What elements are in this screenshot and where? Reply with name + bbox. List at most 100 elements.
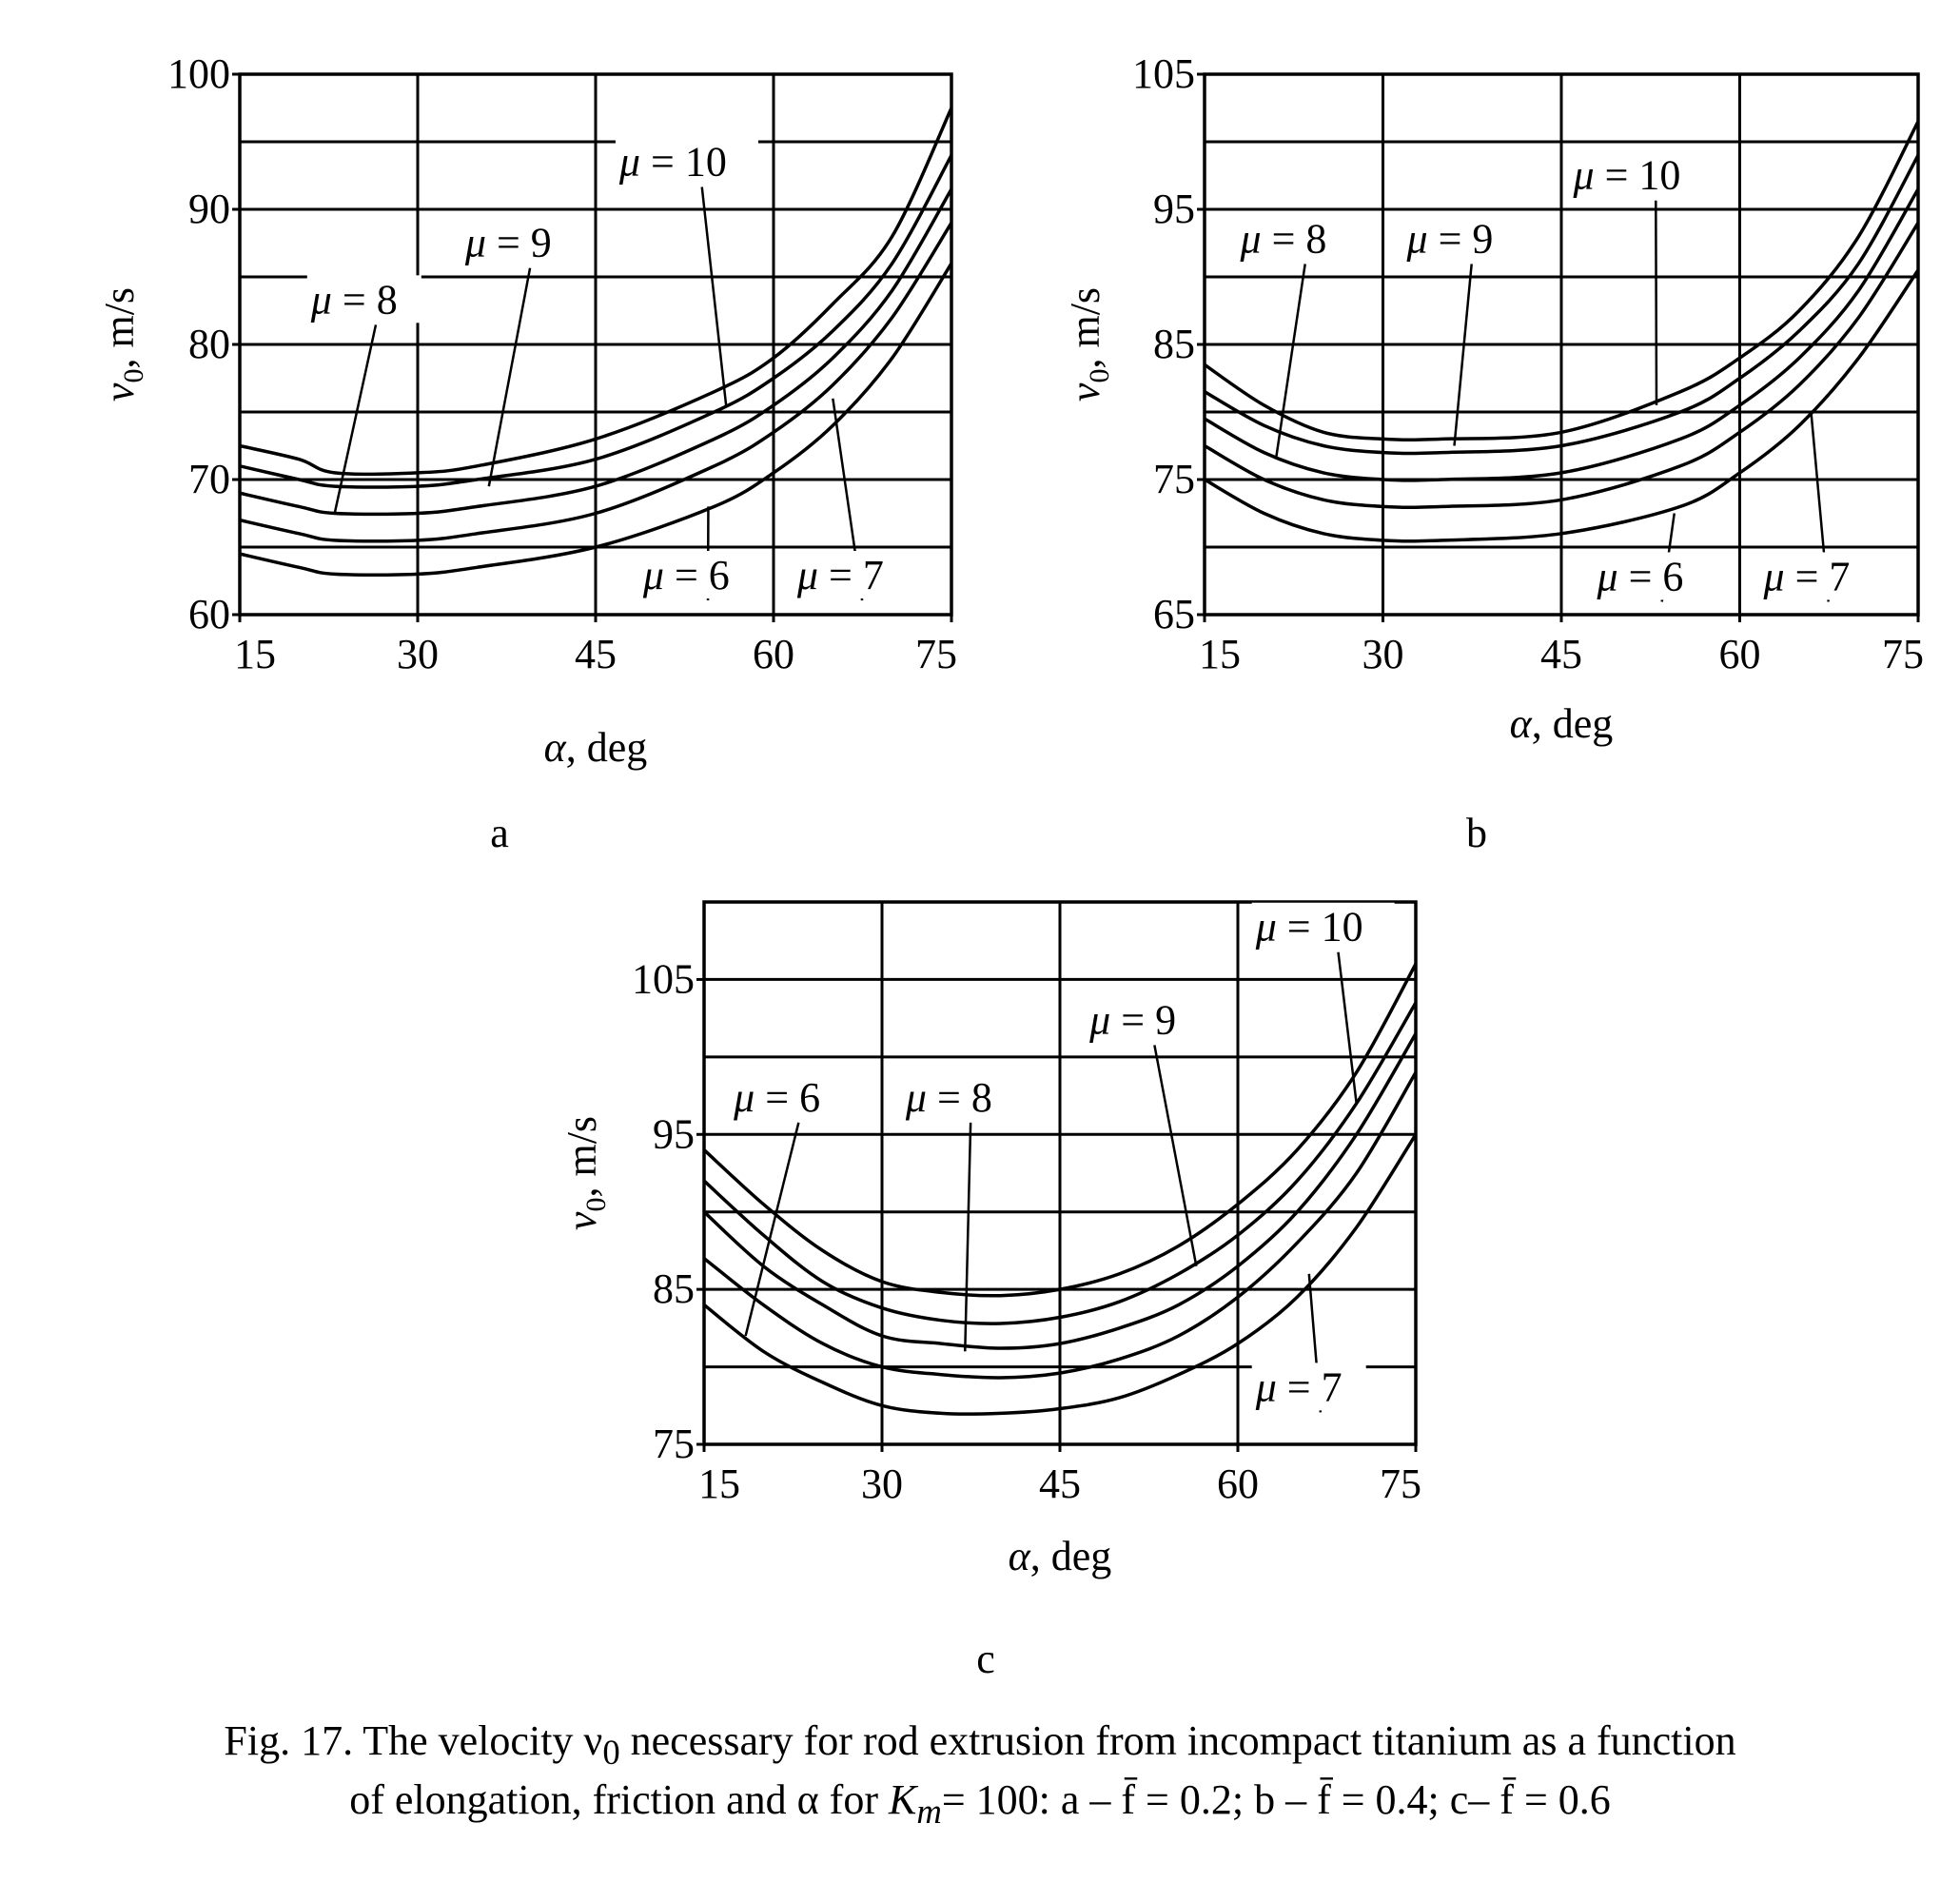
x-tick-label: 60 (753, 631, 794, 677)
curve-label-background (1593, 552, 1708, 600)
leader-line (1274, 264, 1306, 460)
x-tick-label: 75 (1882, 631, 1924, 677)
series-line (239, 262, 953, 578)
x-tick-label: 45 (575, 631, 617, 677)
x-tick-label: 45 (1540, 631, 1582, 677)
curve-label: μ = 7 (1763, 553, 1851, 599)
chart-panel-c: 15 30 45 60 75 75 85 95 105 α, deg v0, m/s μ = 6 μ =… (559, 900, 1421, 1682)
curve-label-background (306, 275, 421, 323)
curve-label-background (1251, 902, 1395, 951)
x-axis-label: α, deg (1009, 1533, 1112, 1579)
curve-label-background (615, 137, 758, 186)
caption-text: Fig. 17. The velocity ν (224, 1717, 603, 1764)
curve-label: μ = 6 (733, 1074, 820, 1121)
caption-text: necessary for rod extrusion from incompa… (619, 1717, 1736, 1764)
x-axis-label: α, deg (544, 724, 648, 771)
y-axis-label: v0, m/s (1062, 287, 1115, 402)
curve-label-background (638, 551, 754, 599)
series-line (239, 187, 953, 517)
x-axis-label: α, deg (1510, 700, 1614, 747)
series-line (702, 1002, 1418, 1325)
leader-line (1337, 951, 1358, 1104)
curve-label: μ = 9 (1406, 215, 1494, 262)
curve-label: μ = 8 (1240, 215, 1327, 262)
x-tick-label: 60 (1719, 631, 1761, 677)
y-tick-label: 60 (188, 591, 230, 637)
leader-line (487, 267, 532, 487)
x-tick-label: 15 (234, 631, 276, 677)
y-tick-label: 80 (188, 321, 230, 367)
caption-text: = 100: a – f̄ = 0.2; b – f̄ = 0.4; c– f̄… (941, 1776, 1611, 1823)
curve-label: μ = 9 (464, 220, 552, 266)
series-line (239, 222, 953, 543)
leader-line (700, 186, 728, 406)
series-line (1204, 187, 1920, 482)
series-line (1204, 120, 1920, 442)
caption-subscript: 0 (602, 1732, 620, 1772)
series-line (239, 107, 953, 477)
curve-label: μ = 8 (905, 1074, 992, 1121)
y-tick-label: 105 (632, 955, 695, 1002)
y-tick-label: 100 (167, 50, 230, 97)
x-tick-label: 75 (915, 631, 957, 677)
series-line (702, 1032, 1418, 1350)
curve-label: μ = 9 (1088, 996, 1176, 1043)
curve-label-background (730, 1072, 845, 1121)
x-tick-label: 15 (698, 1461, 740, 1507)
chart-panel-b: 15 30 45 60 75 65 75 85 95 105 α, deg v0, m/s μ = 8 μ… (1062, 50, 1924, 856)
y-tick-label: 75 (653, 1421, 695, 1467)
x-tick-label: 30 (861, 1461, 903, 1507)
curve-label-background (1236, 214, 1351, 263)
curve-label-background (1402, 214, 1518, 263)
y-tick-label: 95 (1153, 186, 1195, 232)
panel-letter-a: a (490, 810, 509, 856)
y-axis-label: v0, m/s (559, 1116, 612, 1230)
curve-label-background (1569, 150, 1713, 199)
leader-line (333, 324, 378, 514)
curve-label: μ = 10 (1573, 152, 1681, 199)
series-line (1204, 268, 1920, 543)
y-tick-label: 70 (188, 456, 230, 502)
y-tick-label: 105 (1132, 50, 1195, 97)
y-tick-label: 75 (1153, 456, 1195, 502)
leader-line (1453, 264, 1473, 446)
curve-label-background (1251, 1362, 1366, 1411)
curve-label-background (1086, 995, 1201, 1044)
series-line (702, 1071, 1418, 1380)
curve-label: μ = 6 (642, 552, 730, 598)
leader-line (964, 1122, 972, 1352)
curve-label: μ = 7 (796, 552, 884, 598)
caption-symbol: K (888, 1776, 917, 1823)
curve-label: μ = 7 (1255, 1363, 1343, 1410)
figure-caption-line-2: of elongation, friction and α for Km= 10… (0, 1772, 1960, 1840)
y-tick-label: 85 (653, 1265, 695, 1312)
y-tick-label: 85 (1153, 321, 1195, 367)
leader-line (744, 1122, 800, 1337)
x-tick-label: 30 (397, 631, 439, 677)
curve-label: μ = 6 (1597, 553, 1684, 599)
series-line (239, 154, 953, 489)
series-line (1204, 222, 1920, 510)
x-tick-label: 75 (1380, 1461, 1421, 1507)
series-line (702, 963, 1418, 1298)
x-tick-label: 60 (1217, 1461, 1259, 1507)
curve-label-background (1759, 552, 1874, 600)
x-tick-label: 15 (1199, 631, 1241, 677)
y-tick-label: 90 (188, 186, 230, 232)
y-tick-label: 95 (653, 1110, 695, 1157)
curve-label-background (793, 551, 908, 599)
curve-label-background (461, 218, 576, 266)
curve-label-background (901, 1072, 1016, 1121)
chart-panel-a: 15 30 45 60 75 60 70 80 90 100 α, deg v0, m/s μ = 8 μ… (96, 50, 957, 856)
leader-line (1153, 1045, 1198, 1266)
panel-letter-c: c (976, 1636, 995, 1682)
series-line (1204, 154, 1920, 456)
curve-label: μ = 8 (310, 276, 398, 323)
caption-text: of elongation, friction and α for (349, 1776, 889, 1823)
curve-label: μ = 10 (618, 139, 727, 186)
x-tick-label: 45 (1039, 1461, 1081, 1507)
curve-label: μ = 10 (1255, 904, 1363, 951)
x-tick-label: 30 (1362, 631, 1404, 677)
y-tick-label: 65 (1153, 591, 1195, 637)
